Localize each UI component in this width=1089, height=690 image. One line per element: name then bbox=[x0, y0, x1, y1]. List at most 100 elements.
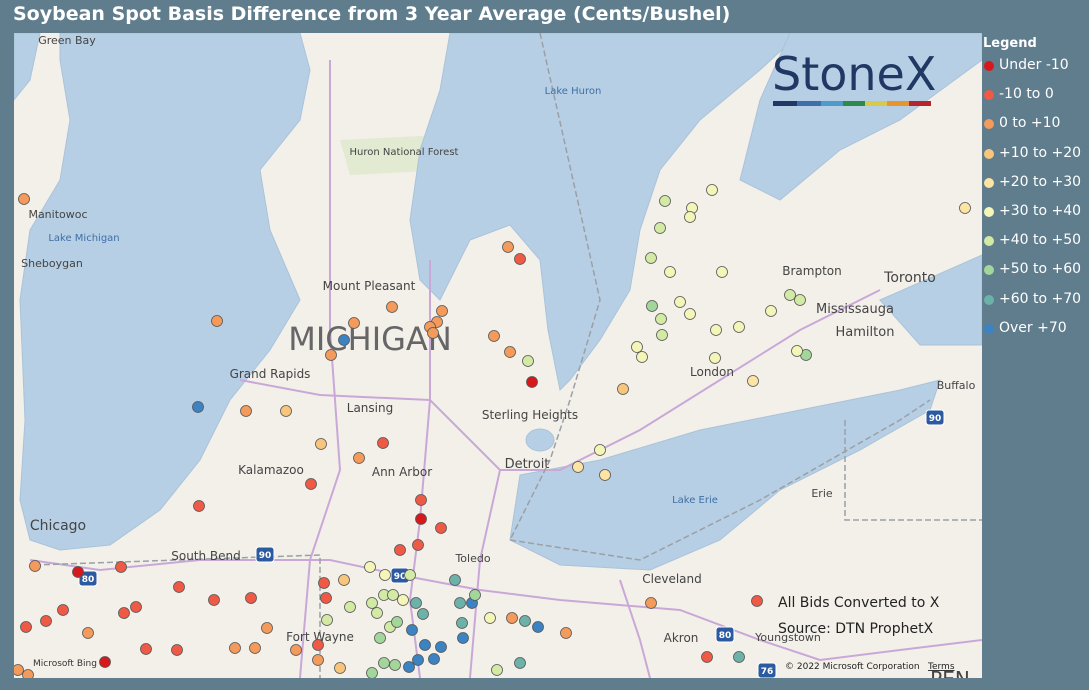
bid-location bbox=[193, 500, 205, 512]
legend-label: +10 to +20 bbox=[999, 144, 1082, 161]
legend-label: Under -10 bbox=[999, 57, 1069, 73]
legend-item: Under -10 bbox=[983, 57, 1081, 86]
bid-location bbox=[716, 266, 728, 278]
bid-location bbox=[751, 595, 763, 607]
bid-location bbox=[208, 594, 220, 606]
bid-location bbox=[364, 561, 376, 573]
bid-location bbox=[646, 300, 658, 312]
bid-location bbox=[379, 569, 391, 581]
highway-number: 90 bbox=[259, 551, 272, 561]
bid-location bbox=[240, 405, 252, 417]
bid-location bbox=[173, 581, 185, 593]
highway-shield bbox=[255, 546, 275, 563]
note: Source: DTN ProphetX bbox=[778, 621, 934, 637]
legend: Legend Under -10 -10 to 0 0 to +10 +10 to +… bbox=[983, 36, 1081, 349]
legend-item: +30 to +40 bbox=[983, 203, 1081, 232]
bid-location bbox=[514, 253, 526, 265]
bid-location bbox=[504, 346, 516, 358]
bid-location bbox=[338, 334, 350, 346]
bid-location bbox=[371, 607, 383, 619]
place-label: Sterling Heights bbox=[482, 408, 578, 422]
roads bbox=[29, 60, 982, 678]
place-label: Toronto bbox=[883, 270, 936, 286]
bid-location bbox=[344, 601, 356, 613]
bid-location bbox=[636, 351, 648, 363]
highway-shield bbox=[925, 409, 945, 426]
bid-location bbox=[82, 627, 94, 639]
place-label: PEN bbox=[930, 667, 970, 678]
bid-location bbox=[514, 657, 526, 669]
bid-location bbox=[449, 574, 461, 586]
place-label: Fort Wayne bbox=[286, 630, 354, 644]
bid-location bbox=[506, 612, 518, 624]
bid-location bbox=[404, 569, 416, 581]
bid-location bbox=[428, 653, 440, 665]
place-label: Chicago bbox=[30, 518, 86, 534]
bid-location bbox=[290, 644, 302, 656]
borders bbox=[34, 33, 982, 678]
bid-location bbox=[245, 592, 257, 604]
legend-swatch bbox=[984, 236, 994, 247]
legend-label: +30 to +40 bbox=[999, 202, 1082, 219]
bid-location bbox=[645, 252, 657, 264]
attribution: © 2022 Microsoft Corporation bbox=[785, 662, 920, 672]
bid-location bbox=[280, 405, 292, 417]
bid-location bbox=[522, 355, 534, 367]
bid-location bbox=[391, 616, 403, 628]
bid-location bbox=[389, 659, 401, 671]
attribution: Microsoft Bing bbox=[33, 659, 97, 669]
highway-number: 90 bbox=[929, 414, 942, 424]
water-label: Lake Erie bbox=[672, 495, 718, 506]
bid-location bbox=[733, 651, 745, 663]
bid-location bbox=[645, 597, 657, 609]
bid-location bbox=[656, 329, 668, 341]
bid-location bbox=[412, 654, 424, 666]
bid-location bbox=[684, 211, 696, 223]
bid-location bbox=[435, 522, 447, 534]
bid-location bbox=[29, 560, 41, 572]
bid-location bbox=[560, 627, 572, 639]
bid-location bbox=[519, 615, 531, 627]
legend-item: Over +70 bbox=[983, 320, 1081, 349]
bid-location bbox=[211, 315, 223, 327]
water-label: Lake Huron bbox=[545, 86, 602, 97]
bid-location bbox=[733, 321, 745, 333]
legend-label: Over +70 bbox=[999, 319, 1067, 336]
bid-location bbox=[312, 639, 324, 651]
place-label: Ann Arbor bbox=[372, 465, 432, 479]
terms-link[interactable]: Terms bbox=[927, 662, 955, 672]
legend-item: +10 to +20 bbox=[983, 145, 1081, 174]
bid-location bbox=[594, 444, 606, 456]
bid-location bbox=[397, 594, 409, 606]
place-label: Cleveland bbox=[642, 572, 702, 586]
bid-location bbox=[403, 661, 415, 673]
legend-swatch bbox=[984, 61, 994, 71]
bid-location bbox=[115, 561, 127, 573]
place-label: Sheboygan bbox=[21, 257, 83, 270]
bid-location bbox=[249, 642, 261, 654]
place-label: Akron bbox=[664, 631, 699, 645]
place-label: Toledo bbox=[454, 552, 490, 565]
legend-label: +50 to +60 bbox=[999, 261, 1082, 278]
bid-location bbox=[18, 193, 30, 205]
bid-location bbox=[765, 305, 777, 317]
bid-location bbox=[366, 667, 378, 678]
legend-title: Legend bbox=[983, 36, 1037, 51]
bid-location bbox=[469, 589, 481, 601]
bid-location bbox=[305, 478, 317, 490]
bid-location bbox=[655, 313, 667, 325]
place-label: Mount Pleasant bbox=[323, 279, 416, 293]
bid-location bbox=[457, 632, 469, 644]
bid-location bbox=[377, 437, 389, 449]
bid-location bbox=[684, 308, 696, 320]
bid-location bbox=[710, 324, 722, 336]
legend-item: -10 to 0 bbox=[983, 86, 1081, 115]
bid-location bbox=[40, 615, 52, 627]
bid-location bbox=[394, 544, 406, 556]
legend-item: +20 to +30 bbox=[983, 174, 1081, 203]
bid-location bbox=[366, 597, 378, 609]
bid-location bbox=[14, 664, 24, 676]
legend-item: +60 to +70 bbox=[983, 291, 1081, 320]
place-label: Detroit bbox=[505, 457, 550, 472]
